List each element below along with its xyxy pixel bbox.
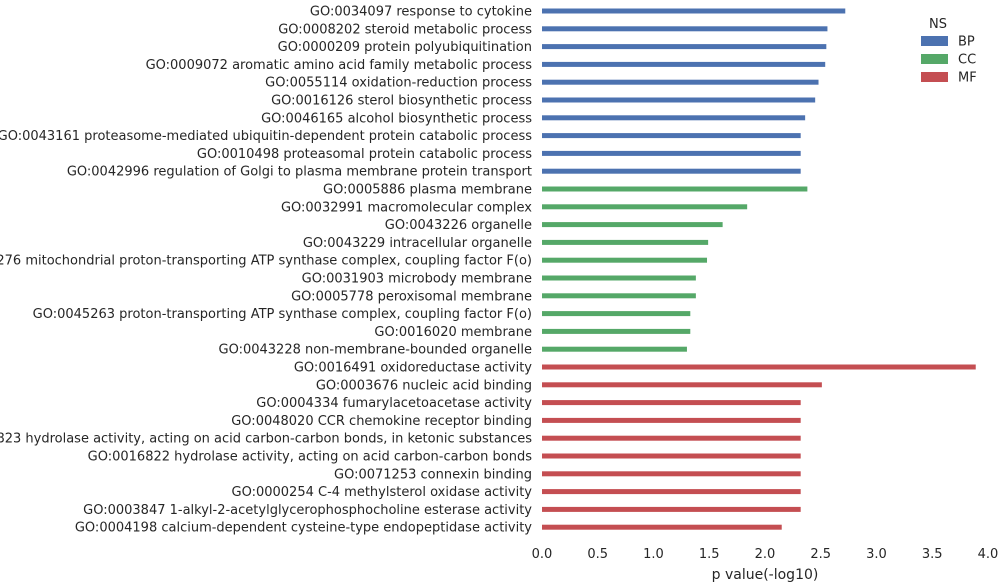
legend-title: NS bbox=[929, 17, 947, 32]
category-label: GO:0003676 nucleic acid binding bbox=[316, 378, 532, 393]
category-label: GO:0016126 sterol biosynthetic process bbox=[271, 94, 532, 109]
category-label: GO:0055114 oxidation-reduction process bbox=[265, 76, 532, 91]
category-label: GO:0048020 CCR chemokine receptor bindin… bbox=[231, 414, 532, 429]
bar-bp bbox=[542, 150, 801, 156]
category-label: GO:0000209 protein polyubiquitination bbox=[278, 40, 532, 55]
x-tick-label: 0.0 bbox=[532, 547, 553, 562]
x-tick-label: 3.0 bbox=[866, 547, 887, 562]
category-label: GO:0008202 steroid metabolic process bbox=[278, 22, 532, 37]
bar-cc bbox=[542, 239, 709, 245]
category-label: GO:0042996 regulation of Golgi to plasma… bbox=[67, 165, 532, 180]
x-tick-label: 2.0 bbox=[755, 547, 776, 562]
legend-label-cc: CC bbox=[958, 53, 976, 68]
category-label: GO:0005778 peroxisomal membrane bbox=[291, 289, 532, 304]
bar-bp bbox=[542, 97, 816, 103]
x-tick-label: 2.5 bbox=[810, 547, 831, 562]
bar-mf bbox=[542, 435, 801, 441]
legend-label-bp: BP bbox=[958, 35, 975, 50]
category-label: GO:0016822 hydrolase activity, acting on… bbox=[88, 450, 533, 465]
category-label: GO:0000254 C-4 methylsterol oxidase acti… bbox=[232, 485, 533, 500]
category-label: GO:0010498 proteasomal protein catabolic… bbox=[197, 147, 532, 162]
category-label: GO:0000276 mitochondrial proton-transpor… bbox=[0, 254, 532, 269]
category-label: GO:0032991 macromolecular complex bbox=[281, 200, 532, 215]
x-tick-label: 3.5 bbox=[922, 547, 943, 562]
bar-cc bbox=[542, 311, 691, 317]
category-label: GO:0046165 alcohol biosynthetic process bbox=[261, 111, 532, 126]
bar-cc bbox=[542, 275, 696, 281]
category-label: GO:0016020 membrane bbox=[374, 325, 532, 340]
category-label: GO:0016823 hydrolase activity, acting on… bbox=[0, 432, 532, 447]
legend: NS BP CC MF bbox=[921, 17, 977, 86]
category-labels: GO:0034097 response to cytokine GO:000820… bbox=[0, 5, 532, 536]
bar-cc bbox=[542, 346, 687, 352]
category-label: GO:0004334 fumarylacetoacetase activity bbox=[256, 396, 532, 411]
category-label: GO:0043228 non-membrane-bounded organell… bbox=[219, 343, 533, 358]
bar-cc bbox=[542, 204, 748, 210]
legend-swatch-bp bbox=[921, 36, 948, 46]
bar-mf bbox=[542, 524, 782, 530]
bar-bp bbox=[542, 133, 801, 139]
category-label: GO:0045263 proton-transporting ATP synth… bbox=[33, 307, 532, 322]
bar-cc bbox=[542, 293, 696, 299]
category-label: GO:0043161 proteasome-mediated ubiquitin… bbox=[0, 129, 532, 144]
x-tick-label: 1.5 bbox=[699, 547, 720, 562]
legend-swatch-cc bbox=[921, 54, 948, 64]
x-tick-label: 4.0 bbox=[978, 547, 999, 562]
bar-mf bbox=[542, 364, 976, 370]
bar-mf bbox=[542, 489, 801, 495]
bar-cc bbox=[542, 328, 691, 334]
category-label: GO:0043226 organelle bbox=[385, 218, 532, 233]
bar-mf bbox=[542, 382, 822, 388]
bar-mf bbox=[542, 400, 801, 406]
x-tick-label: 1.0 bbox=[643, 547, 664, 562]
category-label: GO:0003847 1-alkyl-2-acetylglycerophosph… bbox=[83, 503, 532, 518]
bar-bp bbox=[542, 8, 846, 14]
bars-group bbox=[542, 8, 976, 530]
category-label: GO:0004198 calcium-dependent cysteine-ty… bbox=[75, 521, 532, 536]
category-label: GO:0009072 aromatic amino acid family me… bbox=[146, 58, 533, 73]
bar-mf bbox=[542, 471, 801, 477]
x-tick-label: 0.5 bbox=[587, 547, 608, 562]
legend-label-mf: MF bbox=[958, 71, 977, 86]
x-axis-label: p value(-log10) bbox=[712, 567, 819, 583]
bar-cc bbox=[542, 186, 808, 192]
category-label: GO:0005886 plasma membrane bbox=[323, 183, 532, 198]
bar-bp bbox=[542, 61, 826, 67]
bar-mf bbox=[542, 417, 801, 423]
legend-swatch-mf bbox=[921, 72, 948, 82]
bar-mf bbox=[542, 453, 801, 459]
category-label: GO:0016491 oxidoreductase activity bbox=[294, 361, 532, 376]
x-axis-ticks: 0.0 0.5 1.0 1.5 2.0 2.5 3.0 3.5 4.0 bbox=[532, 547, 999, 562]
category-label: GO:0043229 intracellular organelle bbox=[303, 236, 532, 251]
bar-bp bbox=[542, 168, 801, 174]
category-label: GO:0034097 response to cytokine bbox=[310, 5, 532, 20]
category-label: GO:0071253 connexin binding bbox=[334, 467, 532, 482]
bar-cc bbox=[542, 222, 723, 228]
category-label: GO:0031903 microbody membrane bbox=[302, 272, 532, 287]
bar-mf bbox=[542, 506, 801, 512]
bar-bp bbox=[542, 44, 827, 50]
bar-bp bbox=[542, 26, 828, 32]
bar-bp bbox=[542, 115, 806, 121]
bar-cc bbox=[542, 257, 708, 263]
bar-bp bbox=[542, 79, 819, 85]
